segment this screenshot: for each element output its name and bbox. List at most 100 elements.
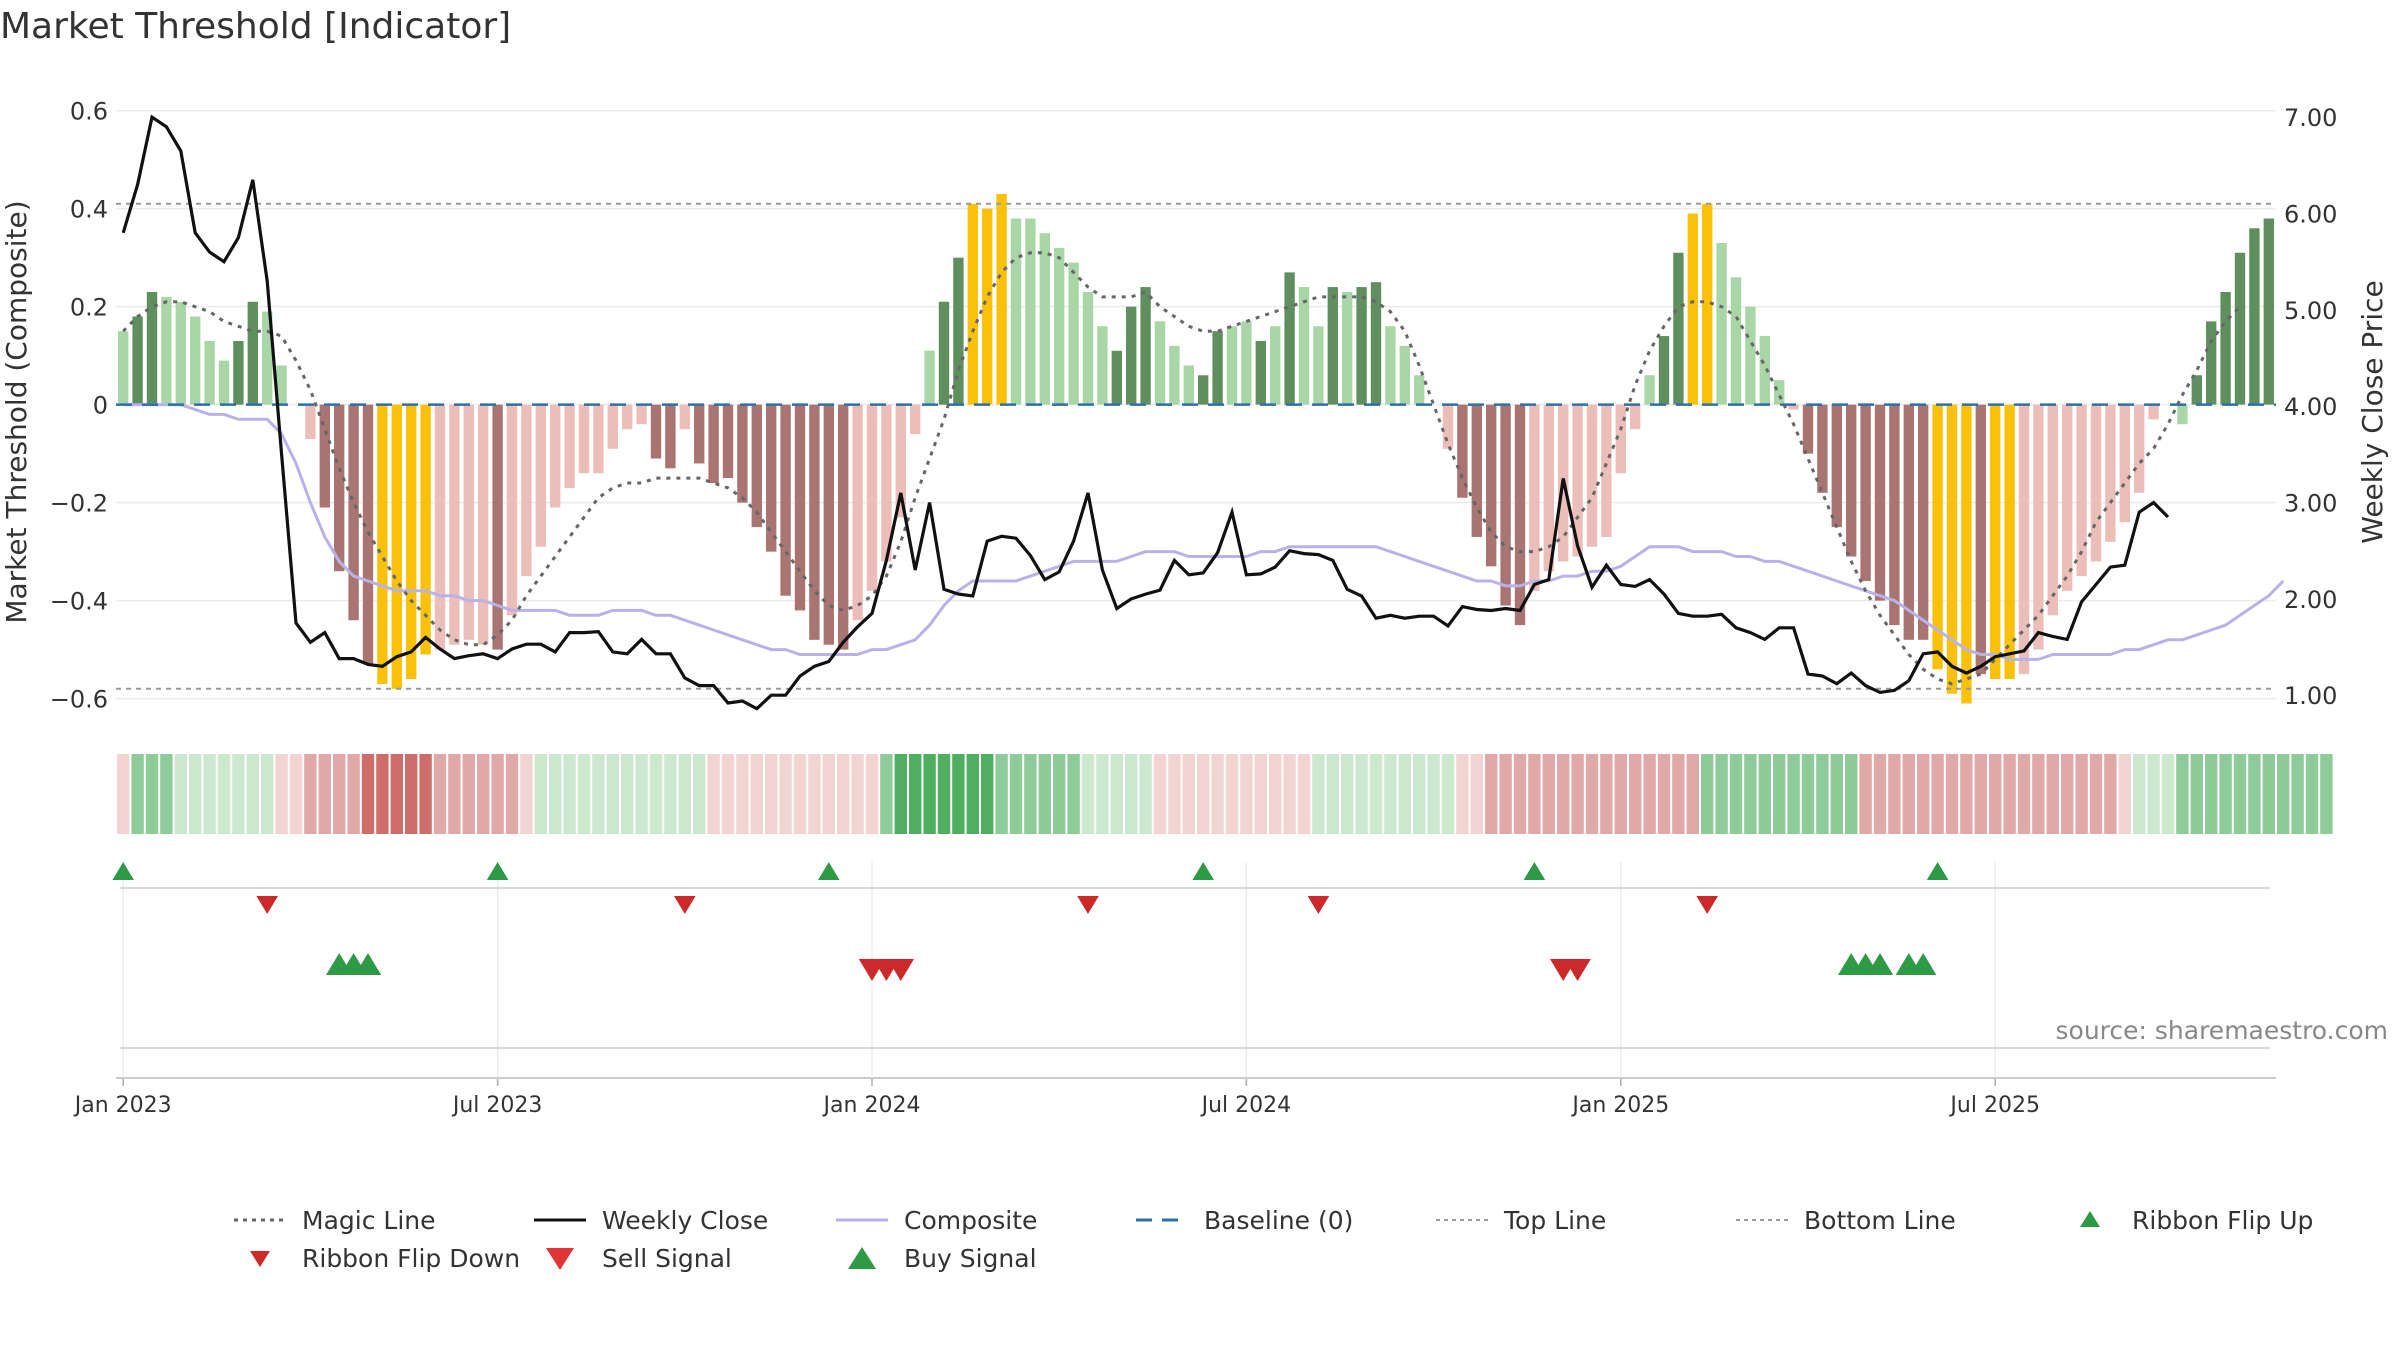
ribbon-cell [1312, 754, 1325, 834]
ribbon-cell [1009, 754, 1023, 834]
composite-bar [1961, 404, 1972, 704]
legend-label: Sell Signal [602, 1243, 732, 1273]
ribbon-cell [1355, 754, 1368, 834]
composite-bar [1255, 340, 1266, 405]
ribbon-cell [174, 754, 187, 834]
composite-bar [1543, 404, 1554, 572]
composite-bar [2033, 404, 2044, 650]
ribbon-cell [1211, 754, 1224, 834]
composite-bar [722, 404, 734, 479]
composite-bar [2220, 291, 2231, 405]
composite-bar [535, 404, 546, 547]
composite-bar [2047, 404, 2058, 616]
ribbon-cell [1441, 754, 1455, 834]
ribbon-cell [2133, 754, 2146, 834]
composite-bar [852, 404, 863, 621]
ribbon-cell [1240, 754, 1253, 834]
ribbon-cell [707, 754, 720, 834]
ribbon-cell [1960, 754, 1973, 834]
composite-bar [1586, 404, 1598, 547]
ribbon-cell [1225, 754, 1239, 834]
composite-bar [578, 404, 590, 474]
composite-bar [1817, 404, 1828, 493]
composite-bar [1010, 218, 1022, 405]
composite-bar [2177, 404, 2188, 425]
composite-bar [1802, 404, 1814, 454]
composite-bar [233, 340, 244, 405]
composite-bar [2191, 375, 2202, 405]
composite-bar [1975, 404, 1986, 675]
ribbon-cell [1600, 754, 1613, 834]
legend-label: Top Line [1504, 1205, 1607, 1235]
ribbon-cell [865, 754, 879, 834]
composite-bar [1356, 287, 1367, 405]
legend-symbol-flip_down [250, 1251, 270, 1267]
composite-bar [2148, 404, 2159, 420]
composite-bar [1831, 404, 1842, 528]
y2-tick-label: 4.00 [2284, 393, 2337, 421]
ribbon-cell [1744, 754, 1757, 834]
ribbon-cell [621, 754, 634, 834]
ribbon-cell [549, 754, 562, 834]
ribbon-cell [203, 754, 216, 834]
composite-bar [1284, 272, 1295, 405]
composite-bar [190, 316, 201, 405]
ribbon-cell [376, 754, 389, 834]
composite-bar [679, 404, 690, 430]
ribbon-cell [2305, 754, 2319, 834]
ribbon-cell [1888, 754, 1901, 834]
legend-label: Bottom Line [1804, 1205, 1956, 1235]
ribbon-flip-down-marker [674, 896, 696, 914]
ribbon-cell [2248, 754, 2261, 834]
composite-bar [1918, 404, 1929, 640]
composite-bar [420, 404, 431, 655]
composite-bar [895, 404, 906, 518]
composite-bar [1932, 404, 1943, 670]
composite-bar [1874, 404, 1886, 601]
ribbon-cell [2320, 754, 2333, 834]
ribbon-cell [1110, 754, 1123, 834]
ribbon-cell [520, 754, 533, 834]
ribbon-flip-down-marker [256, 896, 278, 914]
composite-bar [938, 301, 950, 405]
x-tick-label: Jan 2025 [1570, 1093, 1669, 1118]
ribbon-cell [189, 754, 202, 834]
composite-bar [1946, 404, 1958, 694]
composite-bar [1385, 326, 1396, 405]
composite-bar [1730, 277, 1742, 405]
ribbon-cell [1542, 754, 1555, 834]
composite-bar [838, 404, 849, 650]
composite-bars [118, 193, 2274, 704]
ribbon-cell [1773, 754, 1786, 834]
composite-bar [694, 404, 705, 464]
ribbon-cell [1297, 754, 1311, 834]
legend-label: Weekly Close [602, 1205, 769, 1235]
ribbon-cell [1413, 754, 1426, 834]
ribbon-cell [1139, 754, 1152, 834]
ribbon-cell [2176, 754, 2189, 834]
ribbon-cell [995, 754, 1008, 834]
composite-bar [809, 404, 820, 640]
composite-bar [708, 404, 719, 484]
ribbon-cell [2233, 754, 2247, 834]
composite-bar [823, 404, 834, 645]
composite-bar [1370, 282, 1382, 405]
ribbon-cell [318, 754, 331, 834]
composite-bar [247, 301, 258, 405]
composite-bar [1111, 350, 1122, 405]
composite-bar [564, 404, 575, 488]
ribbon-cell [966, 754, 979, 834]
ribbon-cell [952, 754, 965, 834]
ribbon-cell [1485, 754, 1498, 834]
composite-bar [1457, 404, 1468, 498]
ribbon-cell [1945, 754, 1959, 834]
composite-bar [1198, 375, 1209, 405]
composite-bar [1025, 218, 1036, 405]
ribbon-cell [145, 754, 159, 834]
ribbon-cell [678, 754, 691, 834]
grid-lines [116, 109, 2276, 700]
ribbon-cell [937, 754, 951, 834]
composite-bar [1889, 404, 1900, 626]
composite-bar [1990, 404, 2001, 680]
ribbon-cell [1557, 754, 1570, 834]
